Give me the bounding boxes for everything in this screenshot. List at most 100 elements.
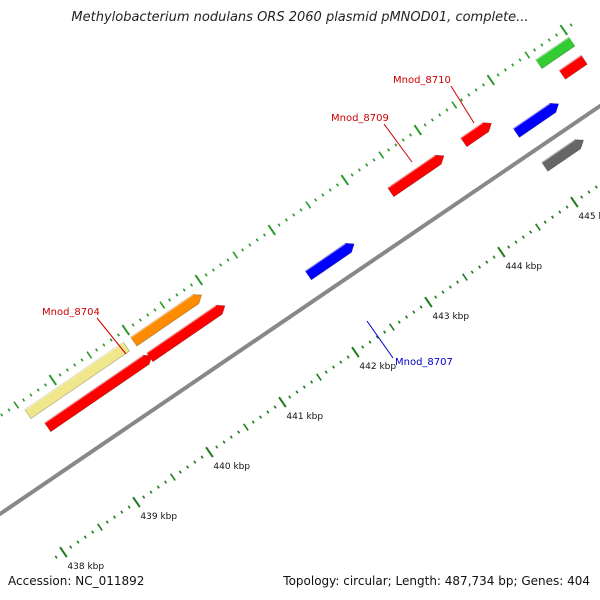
callout-line-8710	[450, 85, 475, 124]
green-feature-highlight	[535, 36, 570, 61]
reverse-tick	[278, 396, 287, 408]
forward-tick	[7, 408, 11, 412]
label-mnod-8710[interactable]: Mnod_8710	[393, 75, 451, 86]
red-feature-8709-highlight	[387, 154, 436, 189]
label-mnod-8704[interactable]: Mnod_8704	[42, 307, 100, 318]
forward-tick	[22, 398, 26, 402]
reverse-tick	[251, 420, 255, 424]
gene-features[interactable]	[24, 36, 588, 433]
reverse-tick	[170, 473, 176, 481]
reverse-tick	[229, 435, 233, 439]
forward-tick	[102, 343, 106, 347]
forward-tick	[559, 24, 569, 36]
forward-tick	[255, 238, 259, 242]
callout-line-8709	[383, 123, 413, 163]
forward-tick	[189, 283, 194, 287]
reverse-tick	[492, 255, 496, 259]
red-feature-8710[interactable]	[460, 121, 492, 148]
forward-tick	[445, 108, 449, 112]
forward-tick	[569, 23, 573, 27]
reverse-tick	[397, 320, 401, 324]
forward-tick	[95, 348, 99, 352]
red-feature-2[interactable]	[146, 304, 226, 363]
reverse-tick	[594, 185, 598, 189]
forward-tick	[423, 123, 427, 127]
forward-tick	[48, 374, 58, 386]
red-feature-1[interactable]	[43, 354, 153, 433]
red-feature-edge[interactable]	[558, 54, 588, 80]
reverse-tick	[288, 395, 292, 399]
forward-tick	[292, 213, 296, 217]
green-feature[interactable]	[535, 36, 576, 70]
reverse-tick	[222, 440, 226, 444]
yellow-feature-highlight	[24, 341, 124, 411]
red-feature-2-highlight	[146, 304, 217, 354]
forward-tick	[451, 101, 458, 109]
forward-tick	[467, 93, 471, 97]
reverse-strand-ticks	[54, 185, 598, 559]
reverse-tick	[164, 480, 168, 484]
forward-tick	[232, 251, 239, 259]
forward-tick	[350, 173, 354, 177]
reverse-tick	[565, 205, 569, 209]
forward-tick	[511, 63, 515, 67]
reverse-tick	[507, 245, 511, 249]
forward-tick	[299, 208, 303, 212]
orange-feature-highlight	[130, 293, 194, 338]
forward-tick	[194, 274, 204, 286]
reverse-tick	[535, 223, 541, 231]
reverse-tick	[551, 215, 555, 219]
reverse-tick	[156, 485, 160, 489]
forward-tick	[138, 318, 142, 322]
yellow-feature[interactable]	[24, 341, 131, 420]
forward-tick	[357, 168, 361, 172]
gray-feature-body[interactable]	[541, 139, 585, 172]
gray-feature-highlight	[541, 138, 576, 163]
reverse-tick	[324, 370, 328, 374]
reverse-tick	[441, 290, 445, 294]
reverse-tick	[302, 385, 306, 389]
reverse-tick	[142, 495, 146, 499]
reverse-tick	[54, 555, 58, 559]
label-mnod-8707[interactable]: Mnod_8707	[395, 357, 453, 368]
reverse-tick	[237, 430, 241, 434]
blue-feature-8707-highlight	[304, 242, 346, 272]
forward-tick	[474, 88, 478, 92]
forward-tick	[267, 224, 277, 236]
red-feature-8709[interactable]	[387, 154, 445, 198]
forward-tick	[248, 243, 252, 247]
forward-tick	[496, 73, 500, 77]
blue-feature-8707-body[interactable]	[304, 242, 355, 281]
forward-tick	[36, 388, 40, 392]
red-feature-2-body[interactable]	[146, 304, 226, 363]
forward-tick	[372, 158, 376, 162]
reverse-tick	[558, 210, 562, 214]
forward-tick	[408, 133, 413, 137]
reverse-tick	[346, 355, 350, 359]
red-feature-8709-body[interactable]	[387, 154, 445, 198]
reverse-tick	[587, 190, 591, 194]
orange-feature[interactable]	[130, 293, 203, 347]
reverse-tick	[120, 510, 124, 514]
forward-tick	[277, 223, 281, 227]
reverse-tick	[186, 465, 190, 469]
blue-feature-right-body[interactable]	[512, 102, 560, 138]
forward-tick	[204, 273, 208, 277]
reverse-tick	[514, 240, 518, 244]
reverse-tick	[205, 446, 214, 458]
reverse-tick	[448, 285, 452, 289]
blue-feature-8707[interactable]	[304, 242, 355, 281]
reverse-tick	[91, 530, 95, 534]
forward-tick	[547, 38, 551, 42]
blue-feature-right[interactable]	[512, 102, 560, 138]
gray-feature[interactable]	[541, 138, 585, 172]
forward-tick	[540, 43, 544, 47]
forward-tick	[284, 218, 288, 222]
forward-tick	[80, 358, 84, 362]
reverse-tick	[405, 315, 409, 319]
label-mnod-8709[interactable]: Mnod_8709	[331, 113, 389, 124]
forward-tick	[430, 118, 434, 122]
forward-tick	[146, 313, 150, 317]
scale-label: 438 kbp	[67, 562, 104, 572]
